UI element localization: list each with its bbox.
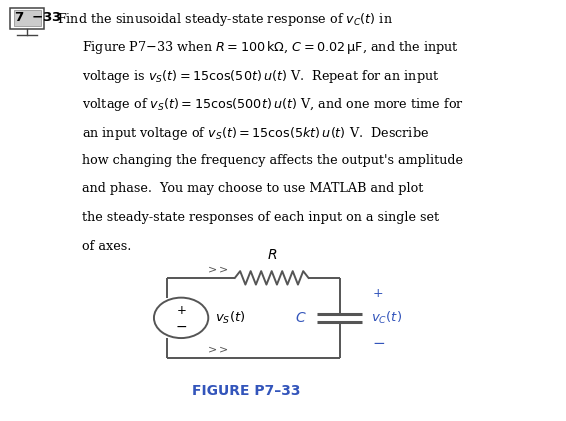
Text: $\mathbf{-33}$: $\mathbf{-33}$ [31,11,62,24]
Bar [14,10,41,26]
Text: $-$: $-$ [372,335,385,349]
Text: FIGURE P7–33: FIGURE P7–33 [192,384,301,398]
Text: $R$: $R$ [267,248,277,262]
Text: Find the sinusoidal steady-state response of $v_C(t)$ in: Find the sinusoidal steady-state respons… [57,11,392,27]
Text: $v_S(t)$: $v_S(t)$ [215,310,246,326]
Text: Figure P7$-$33 when $R = 100\,\mathrm{k\Omega}$, $C = 0.02\,\mathrm{\mu F}$, and: Figure P7$-$33 when $R = 100\,\mathrm{k\… [82,39,459,56]
Text: $-$: $-$ [175,319,187,333]
Text: $\!\!>$: $\!\!>$ [208,266,217,276]
Text: an input voltage of $v_S(t) = 15\cos(5kt)\,u(t)$ V.  Describe: an input voltage of $v_S(t) = 15\cos(5kt… [82,125,429,142]
Text: $\mathbf{7}$: $\mathbf{7}$ [14,11,24,24]
Text: $+$: $+$ [372,287,384,300]
Text: the steady-state responses of each input on a single set: the steady-state responses of each input… [82,211,439,224]
Text: of axes.: of axes. [82,240,131,253]
Text: $>$: $>$ [216,346,229,356]
Text: $v_C(t)$: $v_C(t)$ [371,310,402,326]
Text: $+$: $+$ [176,304,186,317]
Bar [10,8,44,29]
Text: voltage is $v_S(t) = 15\cos(50t)\,u(t)$ V.  Repeat for an input: voltage is $v_S(t) = 15\cos(50t)\,u(t)$ … [82,68,439,85]
Text: how changing the frequency affects the output's amplitude: how changing the frequency affects the o… [82,154,463,167]
Text: $>$: $>$ [216,266,229,276]
Text: $C$: $C$ [295,311,307,325]
Text: voltage of $v_S(t) = 15\cos(500t)\,u(t)$ V, and one more time for: voltage of $v_S(t) = 15\cos(500t)\,u(t)$… [82,96,464,113]
Text: $\!\!>$: $\!\!>$ [208,346,217,356]
Text: and phase.  You may choose to use MATLAB and plot: and phase. You may choose to use MATLAB … [82,182,423,195]
